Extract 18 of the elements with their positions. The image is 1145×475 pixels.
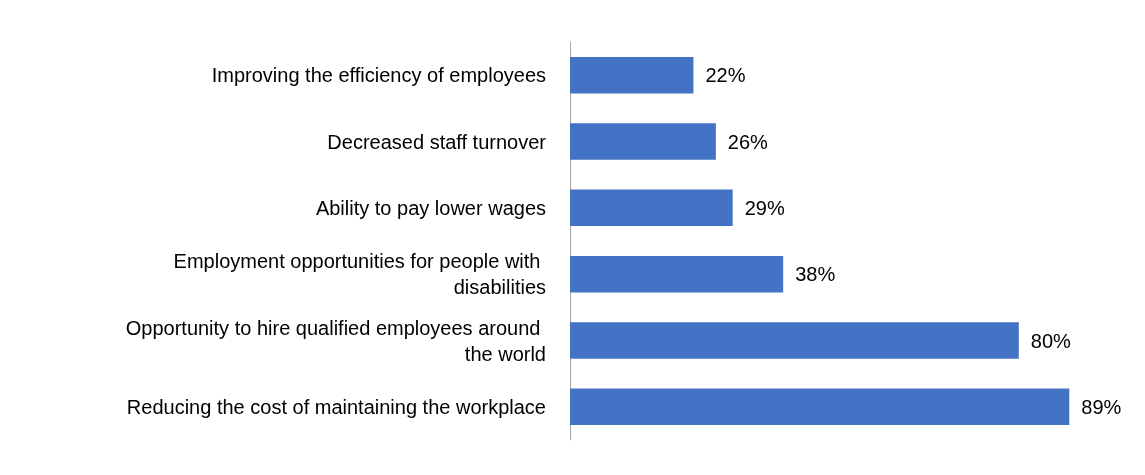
y-tick-label: Employment opportunities for people with disabilities: [173, 250, 546, 299]
data-label: 38%: [795, 263, 836, 286]
bar: [570, 255, 784, 293]
bar: [570, 322, 1019, 359]
data-label: 80%: [1030, 329, 1072, 352]
y-tick-label: Opportunity to hire qualified employees around the world: [125, 316, 546, 365]
bar: [570, 56, 694, 94]
y-tick-label: Decreased staff turnover: [327, 130, 547, 153]
bar: [570, 388, 1070, 426]
y-tick-label: Ability to pay lower wages: [315, 196, 546, 219]
data-label: 22%: [705, 64, 746, 87]
data-label: 89%: [1081, 395, 1122, 418]
data-label: 29%: [744, 196, 785, 219]
bar: [570, 189, 733, 227]
y-tick-label: Improving the efficiency of employees: [211, 64, 546, 87]
data-label: 26%: [727, 130, 769, 153]
y-tick-label: Reducing the cost of maintaining the workplace: [126, 395, 546, 418]
bar: [570, 123, 716, 160]
